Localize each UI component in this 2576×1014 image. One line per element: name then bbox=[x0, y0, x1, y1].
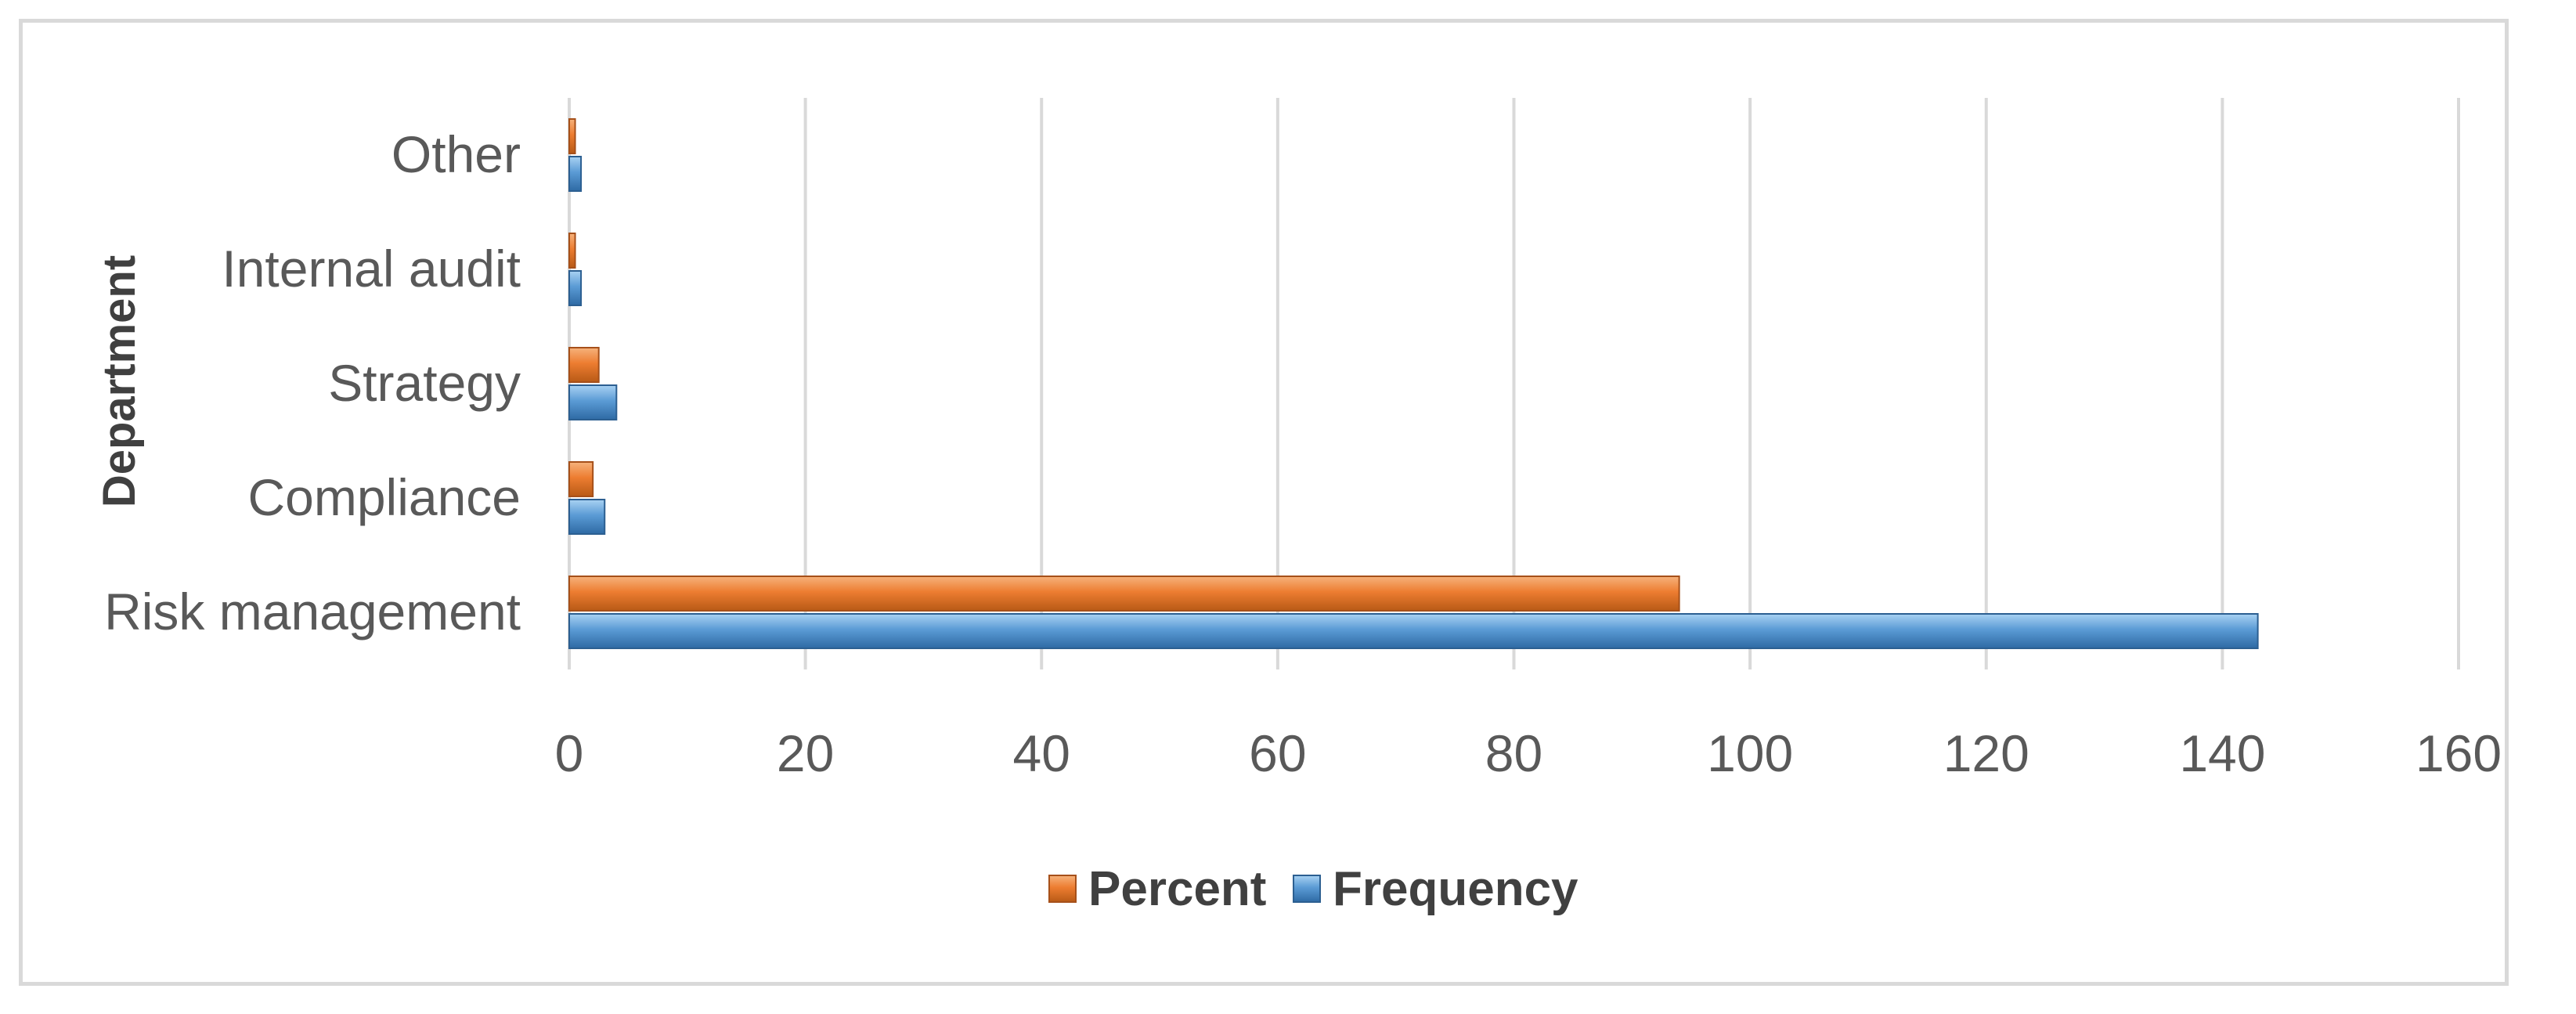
legend: Percent Frequency bbox=[1048, 862, 1578, 916]
x-tick-label: 120 bbox=[1943, 724, 2029, 782]
bar-percent-compliance bbox=[568, 461, 594, 497]
x-tick-label: 20 bbox=[777, 724, 834, 782]
category-labels: Risk management Compliance Strategy Interna… bbox=[104, 125, 521, 641]
bar-frequency-strategy bbox=[568, 384, 618, 420]
bar-frequency-internal-audit bbox=[568, 270, 583, 306]
bar-percent-strategy bbox=[568, 347, 600, 383]
legend-label-frequency: Frequency bbox=[1333, 862, 1578, 916]
x-tick-label: 140 bbox=[2179, 724, 2265, 782]
legend-label-percent: Percent bbox=[1088, 862, 1266, 916]
bar-frequency-other bbox=[568, 156, 583, 192]
category-label: Compliance bbox=[248, 468, 521, 526]
legend-swatch-percent bbox=[1048, 875, 1077, 903]
bar-frequency-compliance bbox=[568, 499, 606, 535]
x-tick-labels: 0 20 40 60 80 100 120 140 160 bbox=[555, 724, 2502, 782]
category-label: Internal audit bbox=[222, 240, 521, 298]
bar-percent-risk-management bbox=[568, 576, 1680, 612]
gridlines bbox=[568, 98, 2460, 669]
x-tick-label: 160 bbox=[2415, 724, 2502, 782]
bar-percent-other bbox=[568, 118, 576, 154]
y-axis-title: Department bbox=[94, 255, 145, 507]
bar-frequency-risk-management bbox=[568, 613, 2259, 649]
x-tick-label: 100 bbox=[1707, 724, 1793, 782]
x-tick-label: 40 bbox=[1013, 724, 1070, 782]
bars bbox=[568, 118, 2259, 649]
category-label: Risk management bbox=[104, 583, 521, 641]
legend-swatch-frequency bbox=[1293, 875, 1321, 903]
chart-frame bbox=[19, 19, 2509, 986]
bar-percent-internal-audit bbox=[568, 233, 576, 269]
x-tick-label: 80 bbox=[1485, 724, 1542, 782]
x-tick-label: 60 bbox=[1249, 724, 1306, 782]
x-tick-label: 0 bbox=[555, 724, 584, 782]
category-label: Strategy bbox=[328, 354, 521, 412]
category-label: Other bbox=[391, 125, 521, 183]
